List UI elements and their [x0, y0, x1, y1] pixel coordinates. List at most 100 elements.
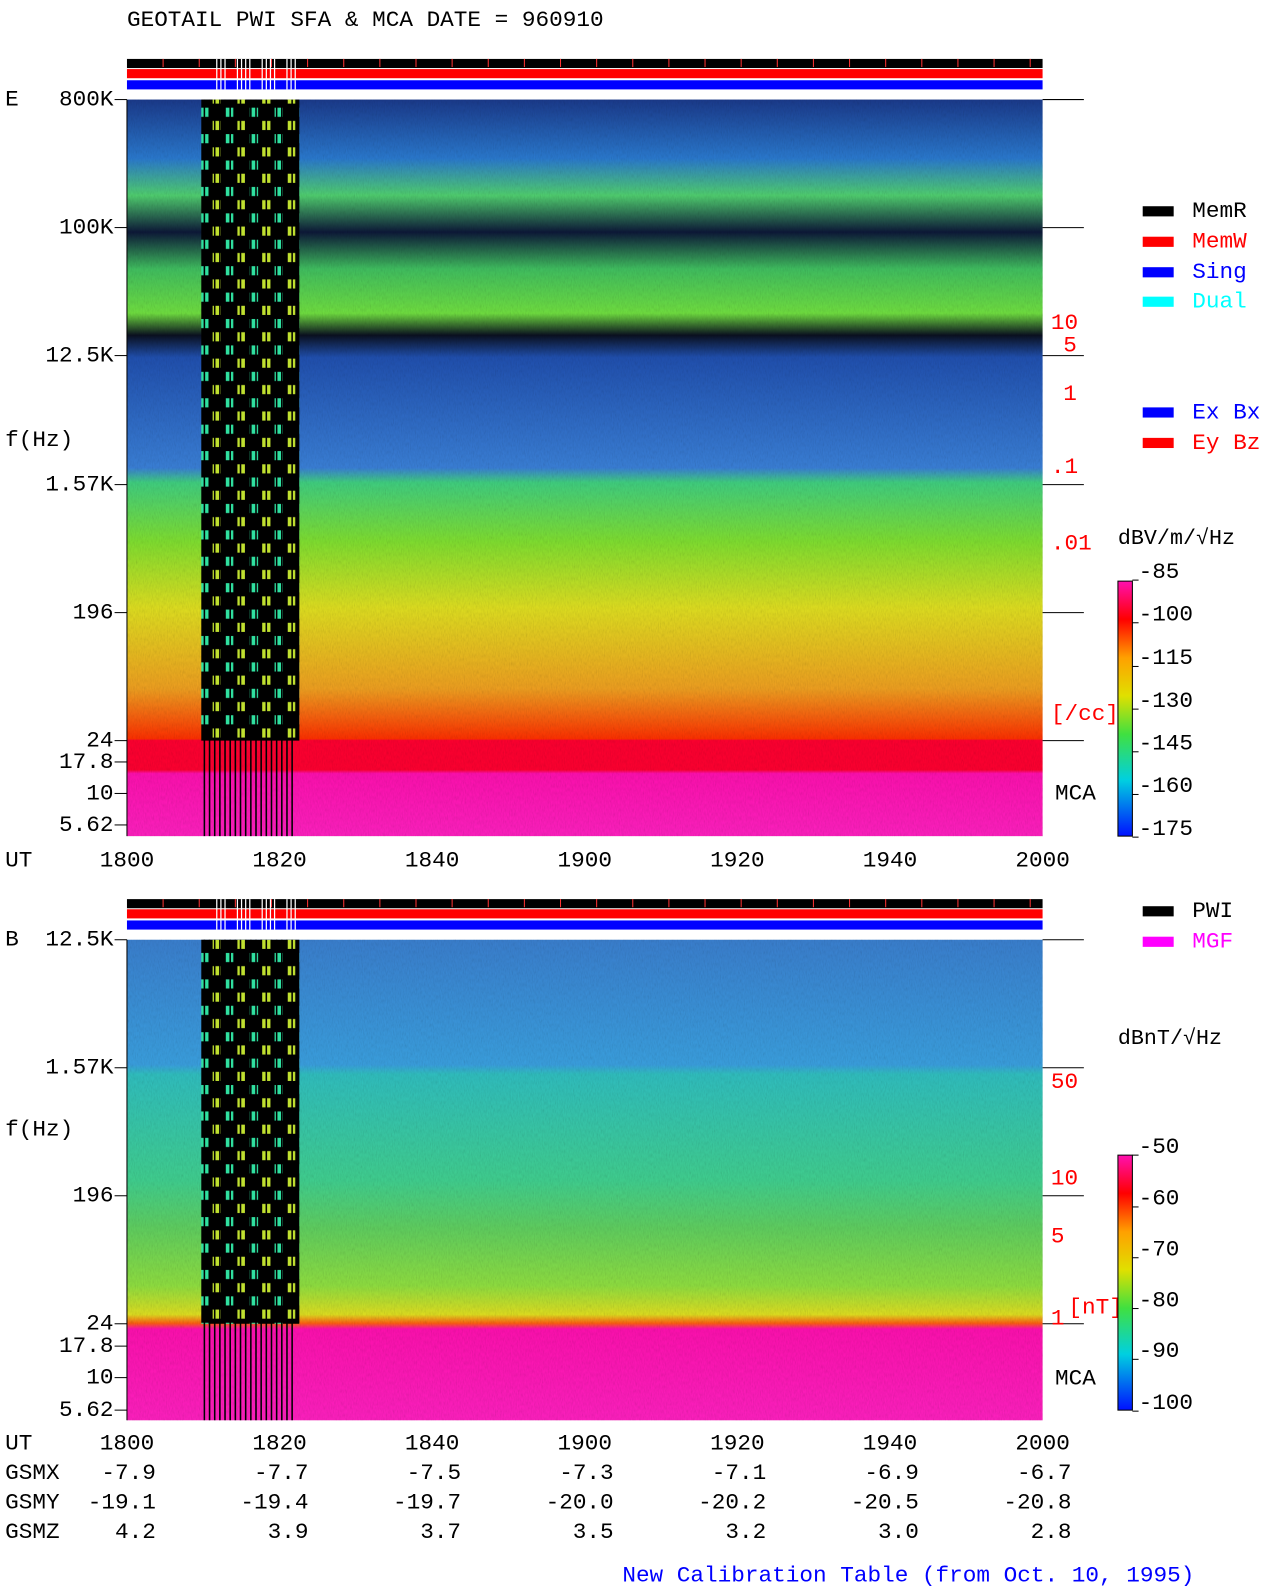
right-label: [/cc]: [1051, 701, 1119, 727]
y-tick-label: 100K: [59, 215, 114, 241]
right-label: [nT]: [1068, 1295, 1122, 1321]
y-tick-label: 12.5K: [45, 927, 114, 953]
orbit-label: GSMZ: [5, 1519, 59, 1545]
colorbar-tick-label: -115: [1139, 645, 1193, 671]
colorbar-tick-label: -80: [1139, 1287, 1180, 1313]
colorbar-tick-label: -100: [1139, 602, 1193, 628]
colorbar-tick-label: -50: [1139, 1134, 1180, 1160]
orbit-value: -20.2: [698, 1490, 766, 1516]
y-tick-label: 24: [86, 1311, 113, 1337]
legend-swatch: [1142, 437, 1174, 449]
orbit-value: 3.9: [268, 1519, 309, 1545]
colorbar-tick-label: -130: [1139, 688, 1193, 714]
orbit-value: -19.7: [393, 1490, 461, 1516]
legend-label: MemR: [1192, 198, 1246, 224]
mca-label: MCA: [1055, 1366, 1096, 1392]
right-label: 10: [1051, 1166, 1078, 1192]
x-tick-label: 1840: [405, 848, 459, 874]
y-tick-label: 5.62: [59, 812, 113, 838]
orbit-value: -20.8: [1003, 1490, 1071, 1516]
orbit-value: -7.5: [407, 1460, 461, 1486]
y-tick-label: 800K: [59, 87, 114, 113]
orbit-value: -19.1: [88, 1490, 156, 1516]
colorbar: [1117, 1154, 1133, 1411]
y-tick-label: 17.8: [59, 749, 113, 775]
x-tick-label: 1920: [710, 1431, 764, 1457]
mca-label: MCA: [1055, 781, 1096, 807]
x-tick-label: 1800: [100, 848, 154, 874]
orbit-label: GSMX: [5, 1460, 60, 1486]
legend-swatch: [1142, 936, 1174, 947]
legend-label: Sing: [1192, 259, 1246, 285]
colorbar-tick-label: -70: [1139, 1237, 1180, 1263]
colorbar-tick-label: -175: [1139, 816, 1193, 842]
x-tick-label: 1920: [710, 848, 764, 874]
x-tick-label: 1820: [252, 1431, 306, 1457]
y-tick-label: 196: [73, 1183, 114, 1209]
orbit-value: 3.0: [878, 1519, 919, 1545]
orbit-value: -7.9: [101, 1460, 155, 1486]
x-tick-label: 1900: [558, 1431, 612, 1457]
colorbar-tick-label: -160: [1139, 773, 1193, 799]
right-label: 5: [1063, 332, 1077, 358]
colorbar: [1117, 580, 1133, 837]
colorbar-tick-label: -145: [1139, 731, 1193, 757]
status-bar: [126, 80, 1043, 90]
orbit-value: -20.5: [851, 1490, 919, 1516]
orbit-value: 3.5: [573, 1519, 614, 1545]
status-bar: [126, 899, 1043, 909]
right-label: 1: [1063, 381, 1077, 407]
x-tick-label: 1940: [863, 848, 917, 874]
legend-label: Ex Bx: [1192, 400, 1260, 426]
x-tick-label: 2000: [1015, 1431, 1069, 1457]
y-tick-label: 196: [73, 600, 114, 626]
legend-label: Ey Bz: [1192, 430, 1260, 456]
legend-label: PWI: [1192, 898, 1233, 924]
right-label: 50: [1051, 1069, 1078, 1095]
y-tick-label: 1.57K: [45, 472, 114, 498]
y-tick-label: 10: [86, 781, 113, 807]
right-label: 5: [1051, 1223, 1065, 1249]
orbit-value: -7.7: [254, 1460, 308, 1486]
y-axis-label: f(Hz): [5, 1117, 73, 1143]
y-tick-label: 17.8: [59, 1333, 113, 1359]
colorbar-tick-label: -60: [1139, 1186, 1180, 1212]
orbit-value: 3.2: [725, 1519, 766, 1545]
panel-label: B: [5, 927, 19, 953]
right-label: 10: [1051, 310, 1078, 336]
legend-swatch: [1142, 296, 1174, 307]
colorbar-tick-label: -85: [1139, 559, 1180, 585]
colorbar-unit: dBnT/√Hz: [1118, 1027, 1222, 1051]
legend-swatch: [1142, 236, 1174, 247]
right-label: 1: [1051, 1306, 1065, 1332]
legend-swatch: [1142, 267, 1174, 278]
orbit-value: 4.2: [115, 1519, 156, 1545]
x-tick-label: 1800: [100, 1431, 154, 1457]
right-label: .01: [1051, 531, 1092, 557]
x-axis-label: UT: [5, 1431, 32, 1457]
colorbar-tick-label: -90: [1139, 1338, 1180, 1364]
x-axis-label: UT: [5, 848, 32, 874]
y-tick-label: 24: [86, 728, 113, 754]
y-axis-label: f(Hz): [5, 427, 73, 453]
y-tick-label: 12.5K: [45, 343, 114, 369]
colorbar-unit: dBV/m/√Hz: [1118, 527, 1235, 551]
orbit-value: 3.7: [420, 1519, 461, 1545]
footer: New Calibration Table (from Oct. 10, 199…: [622, 1563, 1194, 1589]
legend-label: MGF: [1192, 929, 1233, 955]
orbit-value: -7.3: [559, 1460, 613, 1486]
title: GEOTAIL PWI SFA & MCA DATE = 960910: [127, 7, 604, 33]
orbit-value: -20.0: [546, 1490, 614, 1516]
x-tick-label: 1840: [405, 1431, 459, 1457]
legend-label: Dual: [1192, 289, 1246, 315]
right-label: .1: [1051, 454, 1078, 480]
orbit-value: 2.8: [1031, 1519, 1072, 1545]
legend-swatch: [1142, 906, 1174, 917]
orbit-value: -19.4: [240, 1490, 308, 1516]
x-tick-label: 1940: [863, 1431, 917, 1457]
orbit-value: -6.9: [864, 1460, 918, 1486]
orbit-label: GSMY: [5, 1490, 60, 1516]
legend-swatch: [1142, 407, 1174, 418]
